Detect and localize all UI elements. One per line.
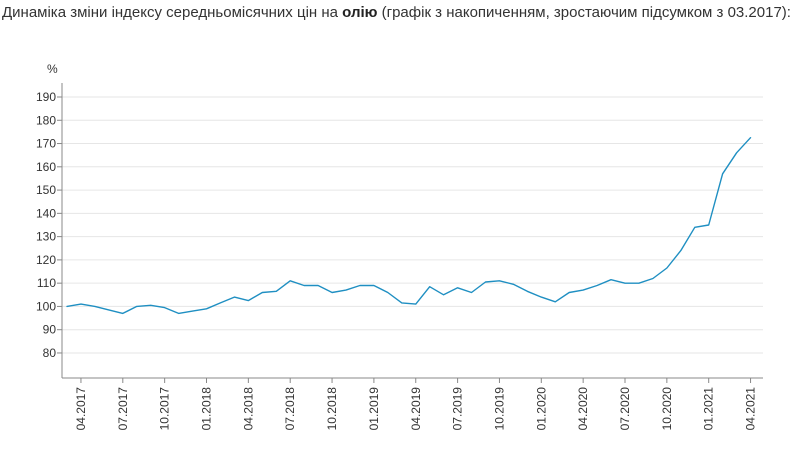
x-tick-label-07.2020: 07.2020 xyxy=(618,387,632,431)
data-point-09.2017 xyxy=(150,305,151,306)
y-tick-label-170: 170 xyxy=(36,137,56,151)
x-tick-label-10.2019: 10.2019 xyxy=(492,387,506,431)
data-point-01.2019 xyxy=(373,285,374,286)
y-tick-label-90: 90 xyxy=(43,323,57,337)
data-point-02.2019 xyxy=(387,292,388,293)
data-point-04.2019 xyxy=(415,304,416,305)
x-tick-label-01.2020: 01.2020 xyxy=(534,387,548,431)
data-point-08.2017 xyxy=(136,306,137,307)
y-tick-label-80: 80 xyxy=(43,346,57,360)
data-point-06.2018 xyxy=(276,291,277,292)
data-point-07.2019 xyxy=(457,287,458,288)
data-point-04.2020 xyxy=(583,290,584,291)
data-point-04.2018 xyxy=(248,300,249,301)
data-point-06.2020 xyxy=(610,279,611,280)
x-tick-label-07.2018: 07.2018 xyxy=(283,387,297,431)
y-axis-ticks: 80 90 100 110 120 130 140 150 160 170 180 190 xyxy=(36,90,62,360)
x-tick-label-10.2020: 10.2020 xyxy=(660,387,674,431)
data-point-03.2021 xyxy=(736,152,737,153)
x-tick-label-04.2020: 04.2020 xyxy=(576,387,590,431)
data-point-10.2019 xyxy=(499,280,500,281)
x-axis-ticks: 04.2017 07.2017 10.2017 01.2018 04.2018 07.20… xyxy=(74,378,758,430)
x-tick-label-01.2021: 01.2021 xyxy=(702,387,716,431)
data-point-11.2018 xyxy=(345,290,346,291)
data-point-10.2017 xyxy=(164,307,165,308)
data-point-03.2018 xyxy=(234,297,235,298)
data-point-06.2019 xyxy=(443,294,444,295)
data-point-02.2021 xyxy=(722,173,723,174)
y-tick-label-120: 120 xyxy=(36,253,56,267)
data-point-09.2020 xyxy=(652,278,653,279)
data-point-11.2019 xyxy=(513,284,514,285)
data-point-04.2017 xyxy=(80,304,81,305)
data-point-05.2017 xyxy=(94,306,95,307)
data-point-08.2019 xyxy=(471,292,472,293)
x-tick-label-04.2019: 04.2019 xyxy=(409,387,423,431)
x-tick-label-10.2017: 10.2017 xyxy=(158,387,172,431)
x-tick-label-07.2017: 07.2017 xyxy=(116,387,130,431)
data-point-03.2020 xyxy=(569,292,570,293)
data-point-07.2020 xyxy=(624,283,625,284)
y-tick-label-160: 160 xyxy=(36,160,56,174)
chart-title: Динаміка зміни індексу середньомісячних … xyxy=(2,2,792,23)
data-point-12.2020 xyxy=(694,227,695,228)
x-tick-label-04.2017: 04.2017 xyxy=(74,387,88,431)
x-tick-label-04.2018: 04.2018 xyxy=(241,387,255,431)
data-point-11.2017 xyxy=(178,313,179,314)
data-point-06.2017 xyxy=(108,309,109,310)
data-point-09.2019 xyxy=(485,281,486,282)
data-point-04.2021 xyxy=(750,137,751,138)
x-tick-label-07.2019: 07.2019 xyxy=(451,387,465,431)
data-point-07.2017 xyxy=(122,313,123,314)
y-tick-label-180: 180 xyxy=(36,113,56,127)
data-point-01.2018 xyxy=(206,308,207,309)
data-point-02.2018 xyxy=(220,302,221,303)
data-point-09.2018 xyxy=(318,285,319,286)
chart-title-product: олію xyxy=(342,4,378,21)
data-point-07.2018 xyxy=(290,280,291,281)
y-tick-label-190: 190 xyxy=(36,90,56,104)
y-tick-label-110: 110 xyxy=(37,276,56,290)
data-point-05.2019 xyxy=(429,286,430,287)
data-point-01.2020 xyxy=(541,297,542,298)
x-tick-label-04.2021: 04.2021 xyxy=(744,387,758,431)
data-point-02.2020 xyxy=(555,301,556,302)
chart-title-suffix: (графік з накопиченням, зростаючим підсу… xyxy=(377,4,791,21)
data-point-08.2018 xyxy=(304,285,305,286)
data-point-11.2020 xyxy=(680,250,681,251)
data-point-12.2019 xyxy=(527,291,528,292)
y-tick-label-140: 140 xyxy=(36,206,56,220)
data-point-03.2017 xyxy=(66,306,67,307)
data-point-10.2018 xyxy=(332,292,333,293)
chart-title-prefix: Динаміка зміни індексу середньомісячних … xyxy=(2,4,343,21)
data-point-05.2020 xyxy=(597,285,598,286)
data-point-12.2018 xyxy=(359,285,360,286)
y-tick-label-130: 130 xyxy=(36,230,56,244)
series xyxy=(66,136,752,315)
axes xyxy=(61,83,763,379)
series-line-0 xyxy=(66,136,752,315)
data-point-01.2021 xyxy=(708,224,709,225)
y-axis-unit-label: % xyxy=(47,62,58,76)
x-tick-label-01.2019: 01.2019 xyxy=(367,387,381,431)
gridlines xyxy=(62,96,763,354)
y-tick-label-100: 100 xyxy=(36,299,56,313)
data-point-08.2020 xyxy=(638,283,639,284)
data-point-12.2017 xyxy=(192,311,193,312)
data-point-10.2020 xyxy=(666,267,667,268)
x-tick-label-10.2018: 10.2018 xyxy=(325,387,339,431)
data-point-03.2019 xyxy=(401,302,402,303)
y-tick-label-150: 150 xyxy=(36,183,56,197)
x-tick-label-01.2018: 01.2018 xyxy=(200,387,214,431)
data-point-05.2018 xyxy=(262,292,263,293)
